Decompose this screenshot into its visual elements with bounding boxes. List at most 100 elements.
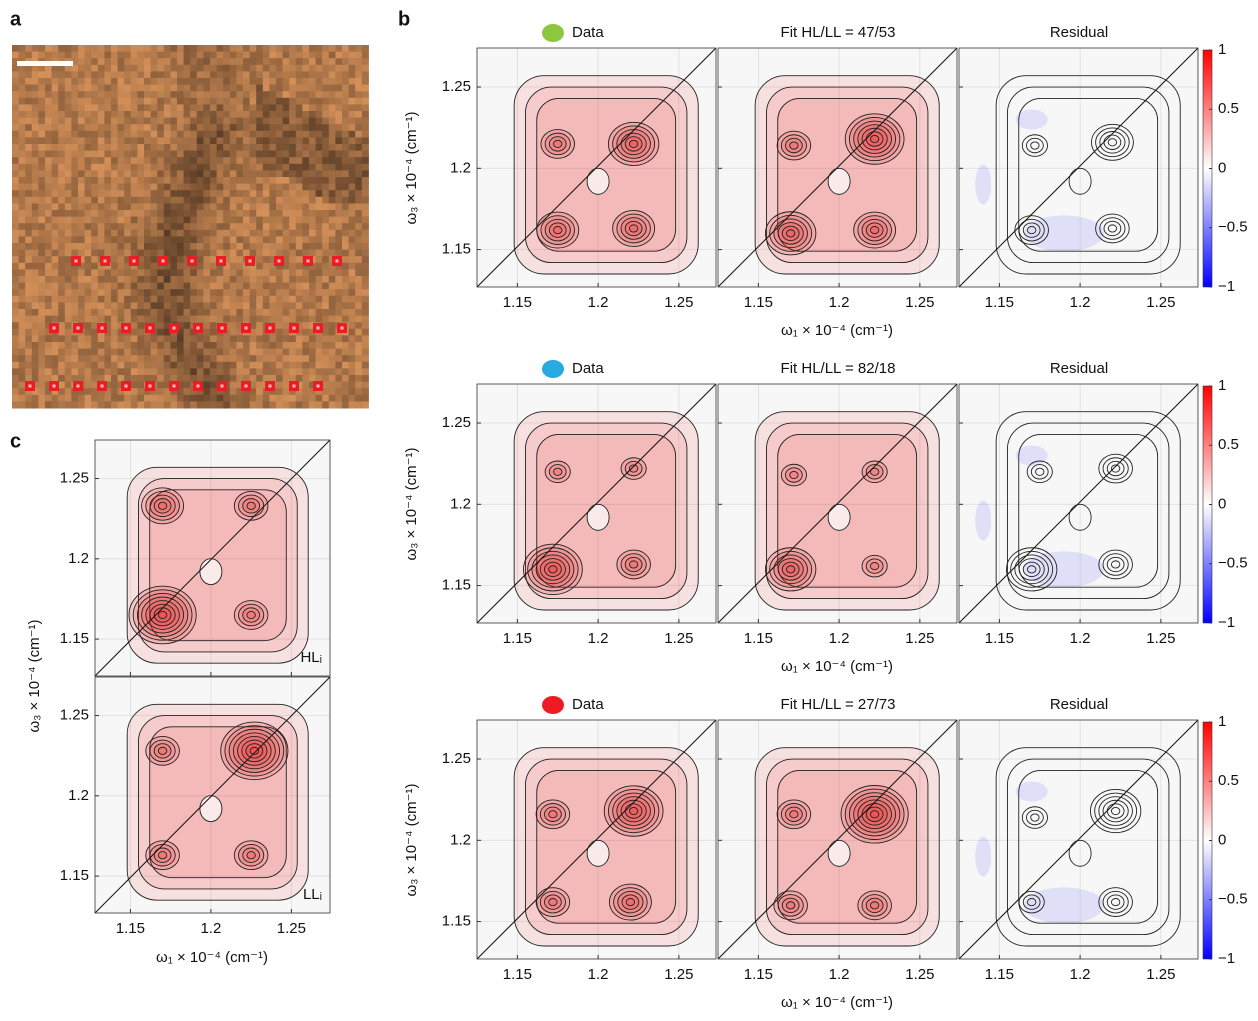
contour-plot (718, 720, 957, 959)
pixel (157, 71, 164, 78)
pixel (104, 151, 111, 158)
scan-point-center (317, 327, 320, 330)
pixel (104, 355, 111, 362)
pixel (276, 78, 283, 85)
contour (870, 226, 878, 233)
pixel (104, 309, 111, 316)
pixel (104, 316, 111, 323)
pixel (283, 289, 290, 296)
pixel (71, 289, 78, 296)
pixel (276, 104, 283, 111)
x-axis-label: ω₁ × 10⁻⁴ (cm⁻¹) (781, 322, 893, 339)
pixel (58, 144, 65, 151)
pixel (144, 190, 151, 197)
contour (828, 504, 850, 530)
pixel (283, 151, 290, 158)
pixel (302, 302, 309, 309)
pixel (19, 52, 26, 59)
pixel (302, 210, 309, 217)
residual-patch (1016, 782, 1048, 802)
pixel (65, 203, 72, 210)
pixel (124, 164, 131, 171)
pixel (151, 309, 158, 316)
pixel (131, 203, 138, 210)
pixel (296, 118, 303, 125)
pixel (269, 401, 276, 408)
pixel (85, 98, 92, 105)
pixel (85, 355, 92, 362)
pixel (256, 276, 263, 283)
pixel (276, 91, 283, 98)
pixel (131, 157, 138, 164)
pixel (177, 276, 184, 283)
pixel (58, 283, 65, 290)
pixel (58, 263, 65, 270)
pixel (322, 223, 329, 230)
pixel (236, 230, 243, 237)
pixel (302, 362, 309, 369)
pixel (91, 283, 98, 290)
pixel (104, 170, 111, 177)
pixel (309, 276, 316, 283)
pixel (104, 269, 111, 276)
pixel (157, 382, 164, 389)
pixel (316, 104, 323, 111)
pixel (269, 395, 276, 402)
pixel (223, 269, 230, 276)
pixel (362, 342, 369, 349)
pixel (322, 362, 329, 369)
pixel (263, 296, 270, 303)
pixel (276, 349, 283, 356)
pixel (184, 104, 191, 111)
pixel (355, 137, 362, 144)
pixel (137, 250, 144, 257)
pixel (164, 250, 171, 257)
pixel (230, 190, 237, 197)
colorbar-tick-label: 0.5 (1218, 436, 1239, 453)
pixel (210, 375, 217, 382)
pixel (342, 65, 349, 72)
pixel (210, 322, 217, 329)
pixel (256, 52, 263, 59)
pixel (131, 269, 138, 276)
pixel (58, 388, 65, 395)
pixel (302, 170, 309, 177)
pixel (124, 71, 131, 78)
pixel (58, 137, 65, 144)
pixel (269, 52, 276, 59)
pixel (349, 65, 356, 72)
pixel (316, 91, 323, 98)
pixel (131, 355, 138, 362)
pixel (78, 395, 85, 402)
pixel (45, 71, 52, 78)
pixel (164, 111, 171, 118)
pixel (362, 375, 369, 382)
pixel (71, 368, 78, 375)
pixel (355, 45, 362, 52)
contour (200, 796, 222, 822)
scan-point-center (293, 327, 296, 330)
pixel (118, 144, 125, 151)
pixel (197, 170, 204, 177)
pixel (236, 342, 243, 349)
pixel (210, 362, 217, 369)
pixel (118, 256, 125, 263)
pixel (111, 137, 118, 144)
pixel (289, 65, 296, 72)
pixel (124, 157, 131, 164)
pixel (190, 78, 197, 85)
pixel (151, 170, 158, 177)
pixel (256, 269, 263, 276)
pixel (170, 368, 177, 375)
pixel (322, 243, 329, 250)
pixel (322, 316, 329, 323)
pixel (197, 276, 204, 283)
pixel (144, 118, 151, 125)
pixel (137, 230, 144, 237)
pixel (144, 368, 151, 375)
pixel (236, 157, 243, 164)
pixel (38, 349, 45, 356)
pixel (223, 85, 230, 92)
pixel (296, 144, 303, 151)
pixel (349, 342, 356, 349)
